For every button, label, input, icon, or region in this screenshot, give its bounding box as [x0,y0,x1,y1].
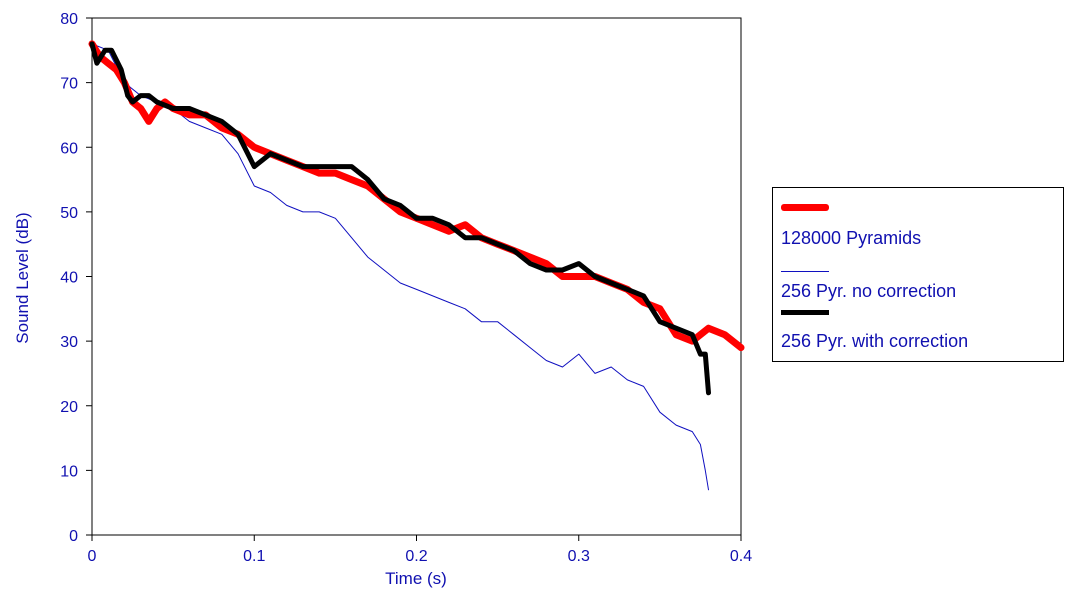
legend-swatch-128000-pyramids [781,204,829,211]
x-tick-label: 0.2 [405,548,427,565]
y-tick-label: 10 [60,463,78,480]
x-axis-ticks: 0 0.1 0.2 0.3 0.4 [88,535,752,565]
legend-swatch-256-no-correction [781,271,829,272]
y-tick-label: 20 [60,399,78,416]
y-axis-ticks: 0 10 20 30 40 50 60 70 80 [60,11,92,545]
y-tick-label: 40 [60,270,78,287]
x-tick-label: 0.3 [568,548,590,565]
y-tick-label: 80 [60,11,78,28]
plot-area [91,17,742,536]
x-tick-label: 0.4 [730,548,752,565]
legend-label-128000-pyramids: 128000 Pyramids [781,228,922,248]
y-tick-label: 30 [60,334,78,351]
x-tick-label: 0.1 [243,548,265,565]
legend: 128000 Pyramids 256 Pyr. no correction 2… [772,187,1064,362]
plot-frame [91,17,742,536]
legend-label-256-no-correction: 256 Pyr. no correction [781,281,957,301]
series-line-256-pyr-with-correction [89,41,711,396]
legend-label-256-with-correction: 256 Pyr. with correction [781,331,969,351]
series-line-256-pyr-no-correction [91,43,709,491]
x-tick-label: 0 [88,548,97,565]
y-tick-label: 70 [60,76,78,93]
y-axis-label: Sound Level (dB) [13,212,32,343]
y-tick-label: 60 [60,140,78,157]
y-tick-label: 0 [69,528,78,545]
series-line-128000-pyramids [88,40,745,352]
legend-swatch-256-with-correction [781,310,829,315]
y-tick-label: 50 [60,205,78,222]
series-layer [88,40,745,491]
x-axis-label: Time (s) [385,569,447,588]
